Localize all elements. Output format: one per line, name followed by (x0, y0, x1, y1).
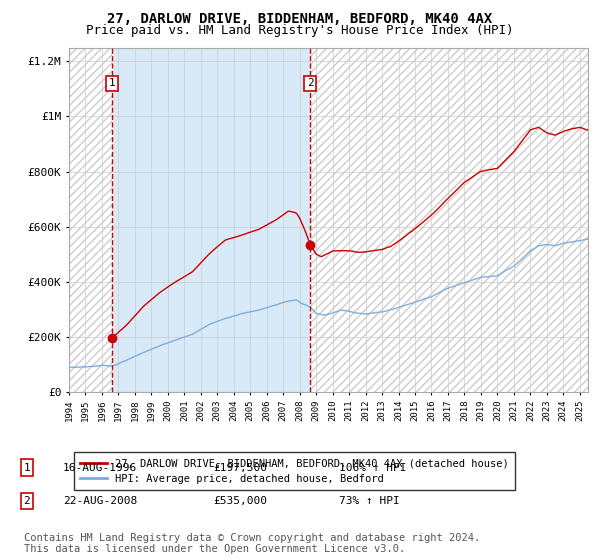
Text: 2: 2 (307, 78, 314, 88)
Text: 73% ↑ HPI: 73% ↑ HPI (339, 496, 400, 506)
Text: 16-AUG-1996: 16-AUG-1996 (63, 463, 137, 473)
Text: 1: 1 (109, 78, 116, 88)
Bar (112, 48, 310, 392)
Bar (69, 48, 112, 392)
Text: £535,000: £535,000 (213, 496, 267, 506)
Text: Contains HM Land Registry data © Crown copyright and database right 2024.
This d: Contains HM Land Registry data © Crown c… (24, 533, 480, 554)
Bar (69, 48, 112, 392)
Text: 2: 2 (23, 496, 31, 506)
Text: 22-AUG-2008: 22-AUG-2008 (63, 496, 137, 506)
Text: 106% ↑ HPI: 106% ↑ HPI (339, 463, 407, 473)
Legend: 27, DARLOW DRIVE, BIDDENHAM, BEDFORD, MK40 4AX (detached house), HPI: Average pr: 27, DARLOW DRIVE, BIDDENHAM, BEDFORD, MK… (74, 452, 515, 490)
Bar (310, 48, 588, 392)
Text: 1: 1 (23, 463, 31, 473)
Text: £197,500: £197,500 (213, 463, 267, 473)
Text: 27, DARLOW DRIVE, BIDDENHAM, BEDFORD, MK40 4AX: 27, DARLOW DRIVE, BIDDENHAM, BEDFORD, MK… (107, 12, 493, 26)
Bar (310, 48, 588, 392)
Text: Price paid vs. HM Land Registry's House Price Index (HPI): Price paid vs. HM Land Registry's House … (86, 24, 514, 36)
